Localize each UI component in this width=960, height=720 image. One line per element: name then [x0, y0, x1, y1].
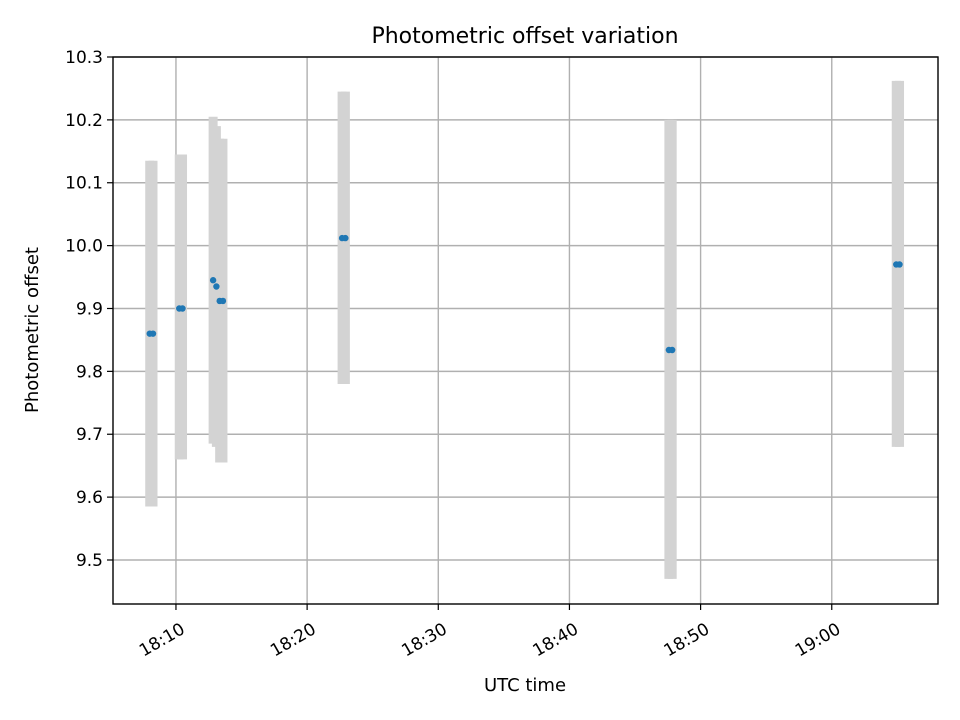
plot-frame — [112, 56, 939, 605]
data-point — [896, 261, 903, 268]
x-axis-label: UTC time — [484, 675, 566, 696]
y-tick-label: 10.1 — [65, 174, 103, 194]
x-axis-ticks: 18:10 18:20 18:30 18:40 18:50 19:00 — [136, 604, 844, 661]
y-tick-label: 9.9 — [76, 299, 103, 319]
y-tick-label: 9.8 — [76, 362, 103, 382]
x-tick-label: 18:10 — [136, 619, 188, 661]
x-tick-label: 18:30 — [398, 619, 450, 661]
data-point — [219, 297, 227, 305]
y-tick-label: 10.2 — [65, 111, 103, 131]
data-point — [668, 346, 676, 354]
grid-lines — [113, 56, 938, 604]
y-axis-ticks: 9.5 9.6 9.7 9.8 9.9 10.0 10.1 10.2 10.3 — [65, 48, 113, 571]
data-point — [209, 277, 217, 284]
y-tick-label: 9.6 — [76, 488, 103, 508]
data-point — [213, 283, 220, 290]
data-point — [342, 234, 349, 242]
y-tick-label: 10.0 — [65, 237, 103, 257]
data-point — [149, 330, 157, 337]
x-tick-label: 18:50 — [661, 619, 713, 661]
y-tick-label: 10.3 — [65, 48, 103, 68]
x-tick-label: 18:40 — [530, 619, 582, 661]
chart-title: Photometric offset variation — [371, 24, 678, 49]
error-bars — [145, 80, 905, 579]
data-point — [179, 305, 186, 312]
y-axis-label: Photometric offset — [22, 247, 43, 413]
y-tick-label: 9.5 — [76, 551, 103, 571]
x-tick-label: 19:00 — [792, 619, 844, 661]
data-points — [146, 234, 903, 354]
y-tick-label: 9.7 — [76, 425, 103, 445]
x-tick-label: 18:20 — [267, 619, 319, 661]
